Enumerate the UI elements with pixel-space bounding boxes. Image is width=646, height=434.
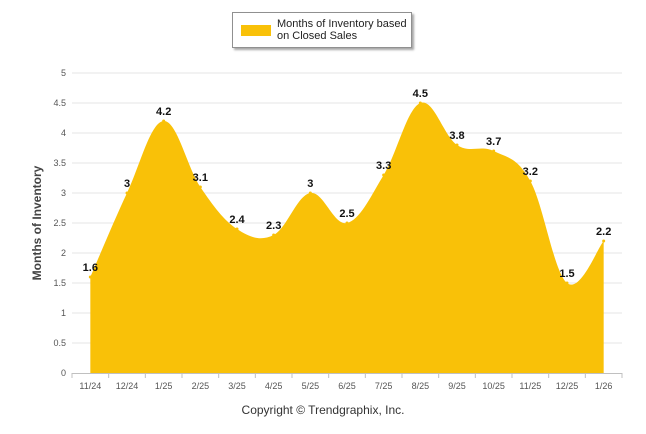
data-label: 2.5 [339, 208, 354, 220]
x-tick-label: 1/25 [155, 381, 173, 391]
data-point [125, 191, 129, 195]
data-point [602, 239, 606, 243]
area-series-fill [90, 102, 604, 373]
x-tick-label: 3/25 [228, 381, 246, 391]
data-point [382, 173, 386, 177]
data-label: 3 [307, 178, 313, 190]
data-point [345, 221, 349, 225]
data-label: 2.3 [266, 220, 281, 232]
x-tick-label: 11/24 [79, 381, 101, 391]
data-label: 3 [124, 178, 130, 190]
data-label: 4.2 [156, 106, 171, 118]
x-tick-label: 5/25 [302, 381, 320, 391]
copyright-text: Copyright © Trendgraphix, Inc. [241, 403, 405, 417]
data-label: 3.2 [523, 166, 538, 178]
y-tick-label: 0 [61, 368, 66, 378]
data-point [492, 149, 496, 153]
x-tick-label: 7/25 [375, 381, 393, 391]
data-point [418, 101, 422, 105]
data-label: 3.1 [193, 172, 208, 184]
data-point [235, 227, 239, 231]
x-tick-label: 12/25 [556, 381, 579, 391]
x-tick-label: 8/25 [412, 381, 430, 391]
y-tick-label: 2 [61, 248, 66, 258]
data-label: 3.7 [486, 136, 501, 148]
data-point [528, 179, 532, 183]
y-tick-label: 4.5 [53, 98, 66, 108]
y-tick-label: 2.5 [53, 218, 66, 228]
y-tick-label: 1 [61, 308, 66, 318]
x-tick-label: 11/25 [519, 381, 541, 391]
data-point [88, 275, 92, 279]
y-axis-title: Months of Inventory [30, 165, 44, 280]
data-label: 1.6 [83, 262, 98, 274]
y-tick-label: 1.5 [53, 278, 66, 288]
data-point [565, 281, 569, 285]
y-tick-label: 3.5 [53, 158, 66, 168]
x-tick-label: 9/25 [448, 381, 466, 391]
legend-swatch [241, 24, 271, 36]
data-point [455, 143, 459, 147]
x-tick-label: 4/25 [265, 381, 283, 391]
data-label: 4.5 [413, 88, 428, 100]
data-point [308, 191, 312, 195]
y-tick-label: 5 [61, 68, 66, 78]
data-label: 3.3 [376, 160, 391, 172]
legend-label: Months of Inventory based on Closed Sale… [277, 18, 407, 42]
legend[interactable]: Months of Inventory based on Closed Sale… [232, 12, 412, 48]
data-label: 2.4 [229, 214, 245, 226]
y-tick-label: 4 [61, 128, 66, 138]
x-tick-label: 2/25 [192, 381, 210, 391]
y-tick-label: 3 [61, 188, 66, 198]
x-tick-label: 12/24 [116, 381, 139, 391]
y-tick-label: 0.5 [53, 338, 66, 348]
x-tick-label: 6/25 [338, 381, 356, 391]
data-label: 2.2 [596, 226, 611, 238]
x-tick-label: 10/25 [482, 381, 505, 391]
data-label: 1.5 [559, 268, 574, 280]
data-point [272, 233, 276, 237]
data-point [162, 119, 166, 123]
data-label: 3.8 [449, 130, 464, 142]
x-tick-label: 1/26 [595, 381, 613, 391]
data-point [198, 185, 202, 189]
